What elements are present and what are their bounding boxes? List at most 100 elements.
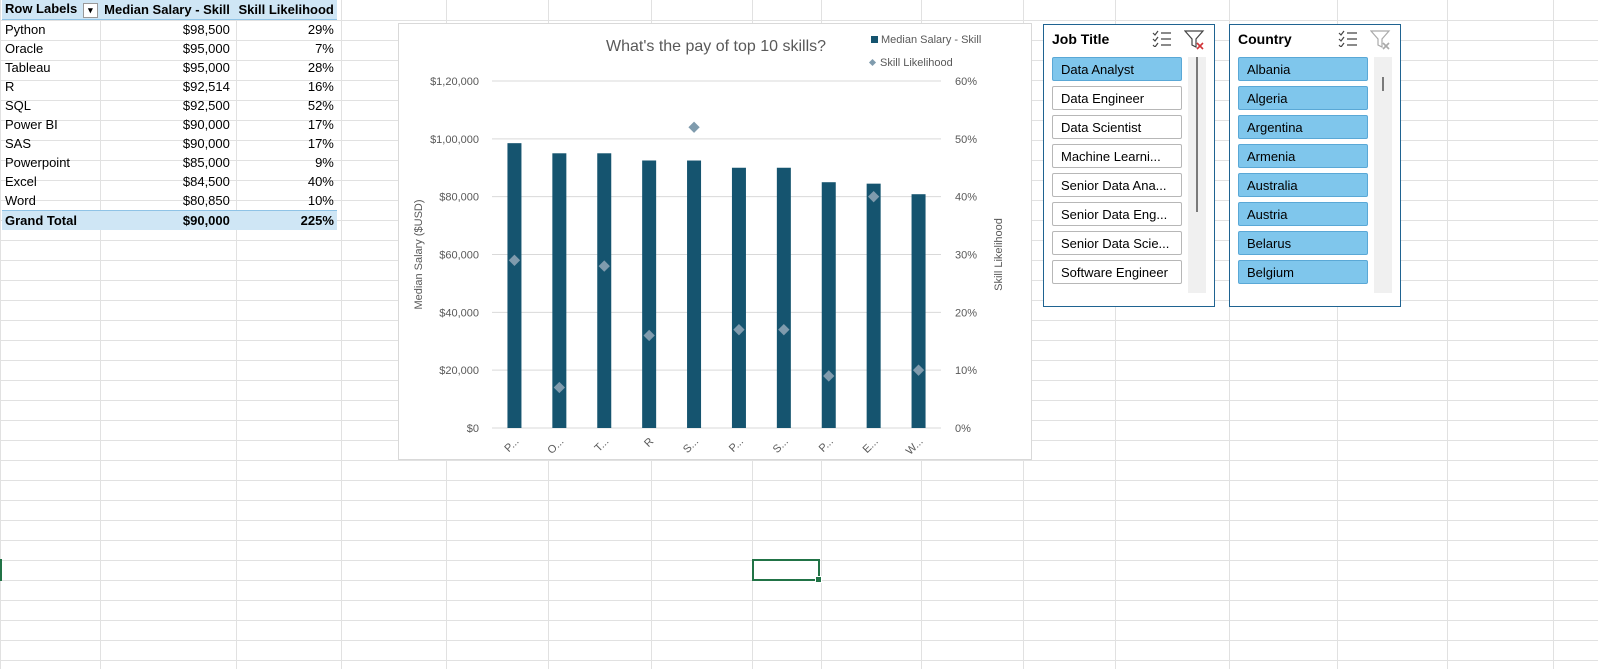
salary-cell[interactable]: $84,500 (182, 174, 230, 189)
slicer-item[interactable]: Senior Data Ana... (1052, 173, 1182, 197)
bar (911, 194, 926, 428)
likelihood-cell[interactable]: 28% (307, 60, 334, 75)
slicer-item[interactable]: Senior Data Eng... (1052, 202, 1182, 226)
chart-canvas: $0 $20,000 $40,000 $60,000 $80,000 $1,00,000 $… (413, 34, 1005, 458)
grand-total-label[interactable]: Grand Total (2, 210, 101, 230)
marker (598, 260, 610, 272)
median-salary-header[interactable]: Median Salary - Skill (100, 0, 233, 20)
skill-cell[interactable]: Powerpoint (5, 155, 71, 170)
slicer-item[interactable]: Australia (1238, 173, 1368, 197)
likelihood-cell[interactable]: 40% (307, 174, 334, 189)
row-labels-header[interactable]: Row Labels ▾ (2, 0, 101, 20)
likelihood-cell[interactable]: 52% (307, 98, 334, 113)
marker (912, 364, 925, 376)
x-tick-label: E... (861, 436, 881, 456)
pivot-row: SAS $90,000 17% (2, 134, 337, 153)
slicer-item[interactable]: Armenia (1238, 144, 1368, 168)
slicer-item[interactable]: Belgium (1238, 260, 1368, 284)
slicer-scrollbar[interactable] (1374, 57, 1392, 293)
salary-cell[interactable]: $85,000 (182, 155, 230, 170)
skill-cell[interactable]: Excel (5, 174, 37, 189)
chart-title: What's the pay of top 10 skills? (606, 38, 826, 55)
pivot-row: Word $80,850 10% (2, 191, 337, 211)
x-tick-label: O... (545, 436, 566, 457)
salary-cell[interactable]: $90,000 (182, 117, 230, 132)
likelihood-cell[interactable]: 29% (307, 22, 334, 37)
grand-total-likelihood[interactable]: 225% (232, 210, 337, 230)
multi-select-icon[interactable] (1152, 29, 1172, 51)
likelihood-cell[interactable]: 17% (307, 117, 334, 132)
slicer-item[interactable]: Data Scientist (1052, 115, 1182, 139)
y-tick-label: $60,000 (439, 250, 479, 262)
skill-cell[interactable]: SAS (5, 136, 32, 151)
skill-cell[interactable]: Python (5, 22, 46, 37)
likelihood-cell[interactable]: 17% (307, 136, 334, 151)
bar (731, 167, 746, 428)
salary-cell[interactable]: $98,500 (182, 22, 230, 37)
y-tick-label: $20,000 (439, 365, 479, 377)
y2-tick-label: 20% (955, 307, 977, 319)
bar (866, 183, 881, 428)
legend-swatch (868, 58, 877, 67)
active-cell[interactable] (752, 559, 822, 583)
skill-cell[interactable]: Tableau (5, 60, 51, 75)
job-title-slicer[interactable]: Job Title Data Analyst Data Engineer Data … (1043, 24, 1215, 307)
slicer-item[interactable]: Machine Learni... (1052, 144, 1182, 168)
y2-axis-title: Skill Likelihood (993, 218, 1005, 291)
y-tick-label: $0 (467, 423, 479, 435)
likelihood-cell[interactable]: 9% (315, 155, 334, 170)
filter-dropdown-icon[interactable]: ▾ (82, 2, 98, 18)
salary-cell[interactable]: $95,000 (182, 60, 230, 75)
salary-cell[interactable]: $92,514 (182, 79, 230, 94)
likelihood-cell[interactable]: 16% (307, 79, 334, 94)
y2-tick-label: 40% (955, 192, 977, 204)
row-labels-header-text: Row Labels (5, 1, 78, 17)
slicer-item[interactable]: Argentina (1238, 115, 1368, 139)
x-tick-label: P... (817, 436, 836, 455)
skill-cell[interactable]: Oracle (5, 41, 44, 56)
pivot-row: R $92,514 16% (2, 77, 337, 96)
salary-cell[interactable]: $80,850 (182, 193, 230, 208)
salary-cell[interactable]: $92,500 (182, 98, 230, 113)
legend-label: Skill Likelihood (880, 57, 953, 69)
salary-cell[interactable]: $90,000 (182, 136, 230, 151)
marker (688, 121, 700, 133)
skill-cell[interactable]: Power BI (5, 117, 58, 132)
slicer-scrollbar[interactable] (1188, 57, 1206, 293)
x-tick-label: P... (502, 436, 521, 455)
slicer-item[interactable]: Software Engineer (1052, 260, 1182, 284)
slicer-item[interactable]: Senior Data Scie... (1052, 231, 1182, 255)
pivot-row: SQL $92,500 52% (2, 96, 337, 115)
combo-chart[interactable]: $0 $20,000 $40,000 $60,000 $80,000 $1,00,000 $… (398, 23, 1032, 460)
slicer-item[interactable]: Austria (1238, 202, 1368, 226)
slicer-item[interactable]: Data Analyst (1052, 57, 1182, 81)
skill-cell[interactable]: Word (5, 193, 36, 208)
bar (507, 143, 522, 428)
marker (867, 191, 880, 203)
y2-tick-label: 10% (955, 365, 977, 377)
y2-tick-label: 60% (955, 76, 977, 88)
slicer-item[interactable]: Albania (1238, 57, 1368, 81)
y-tick-label: $80,000 (439, 192, 479, 204)
likelihood-header[interactable]: Skill Likelihood (232, 0, 337, 20)
marker (733, 324, 745, 336)
skill-cell[interactable]: SQL (5, 98, 32, 113)
pivot-row: Power BI $90,000 17% (2, 115, 337, 134)
likelihood-cell[interactable]: 7% (315, 41, 334, 56)
skill-cell[interactable]: R (5, 79, 15, 94)
country-slicer[interactable]: Country Albania Algeria Argentina Armenia Au… (1229, 24, 1401, 307)
clear-filter-icon[interactable] (1370, 29, 1392, 51)
y-tick-label: $40,000 (439, 307, 479, 319)
slicer-title: Job Title (1052, 31, 1110, 47)
multi-select-icon[interactable] (1338, 29, 1358, 51)
pivot-row: Powerpoint $85,000 9% (2, 153, 337, 172)
slicer-item[interactable]: Data Engineer (1052, 86, 1182, 110)
grand-total-salary[interactable]: $90,000 (100, 210, 233, 230)
slicer-item[interactable]: Algeria (1238, 86, 1368, 110)
pivot-table: Row Labels ▾ Median Salary - Skill Skill… (2, 0, 337, 230)
x-tick-label: R (642, 436, 656, 450)
slicer-item[interactable]: Belarus (1238, 231, 1368, 255)
likelihood-cell[interactable]: 10% (307, 193, 334, 208)
salary-cell[interactable]: $95,000 (182, 41, 230, 56)
clear-filter-icon[interactable] (1184, 29, 1206, 51)
